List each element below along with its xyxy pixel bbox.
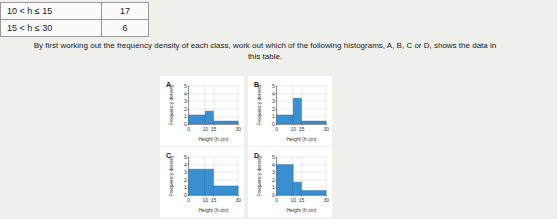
svg-text:30: 30 bbox=[323, 197, 329, 203]
svg-text:10: 10 bbox=[202, 126, 208, 132]
svg-text:5: 5 bbox=[272, 83, 275, 89]
svg-text:30: 30 bbox=[323, 126, 329, 132]
svg-text:0: 0 bbox=[183, 192, 187, 199]
svg-text:0: 0 bbox=[275, 126, 278, 132]
svg-text:10: 10 bbox=[290, 197, 296, 203]
svg-text:0: 0 bbox=[271, 121, 275, 128]
svg-text:15: 15 bbox=[299, 197, 305, 203]
svg-text:4: 4 bbox=[272, 91, 275, 97]
svg-text:1: 1 bbox=[272, 184, 275, 190]
svg-text:4: 4 bbox=[184, 91, 187, 97]
svg-text:1: 1 bbox=[272, 113, 275, 119]
html-text:6: 6 bbox=[122, 23, 128, 33]
svg-text:Height (h cm): Height (h cm) bbox=[286, 136, 316, 142]
svg-text:1: 1 bbox=[184, 184, 187, 190]
svg-text:0: 0 bbox=[187, 126, 190, 132]
svg-text:Height (h cm): Height (h cm) bbox=[198, 207, 228, 213]
svg-text:Frequency density: Frequency density bbox=[168, 155, 174, 196]
svg-text:4: 4 bbox=[184, 162, 187, 168]
html-text:By first working out the frequ: By first working out the frequency densi… bbox=[33, 41, 497, 61]
svg-text:0: 0 bbox=[271, 192, 275, 199]
svg-text:0: 0 bbox=[183, 121, 187, 128]
svg-text:3: 3 bbox=[272, 169, 275, 175]
svg-text:5: 5 bbox=[184, 154, 187, 160]
svg-text:15: 15 bbox=[211, 126, 217, 132]
svg-text:5: 5 bbox=[184, 83, 187, 89]
svg-text:2: 2 bbox=[272, 106, 275, 112]
svg-text:C: C bbox=[166, 152, 171, 159]
html-text:15 < h ≤ 30: 15 < h ≤ 30 bbox=[7, 23, 53, 33]
svg-text:0: 0 bbox=[187, 197, 190, 203]
svg-text:15: 15 bbox=[299, 126, 305, 132]
html-text:10 < h ≤ 15: 10 < h ≤ 15 bbox=[7, 6, 53, 16]
svg-text:15: 15 bbox=[211, 197, 217, 203]
svg-text:3: 3 bbox=[184, 169, 187, 175]
svg-text:0: 0 bbox=[275, 197, 278, 203]
svg-text:Height (h cm): Height (h cm) bbox=[286, 207, 316, 213]
svg-text:10: 10 bbox=[202, 197, 208, 203]
svg-text:Frequency density: Frequency density bbox=[256, 84, 262, 125]
svg-text:2: 2 bbox=[184, 106, 187, 112]
svg-text:30: 30 bbox=[235, 126, 241, 132]
svg-text:A: A bbox=[166, 81, 171, 88]
svg-text:10: 10 bbox=[290, 126, 296, 132]
svg-text:1: 1 bbox=[184, 113, 187, 119]
svg-text:2: 2 bbox=[184, 177, 187, 183]
svg-text:3: 3 bbox=[184, 98, 187, 104]
svg-text:B: B bbox=[254, 81, 259, 88]
svg-text:2: 2 bbox=[272, 177, 275, 183]
html-text:17: 17 bbox=[120, 6, 130, 16]
svg-text:4: 4 bbox=[272, 162, 275, 168]
svg-text:3: 3 bbox=[272, 98, 275, 104]
svg-text:30: 30 bbox=[235, 197, 241, 203]
svg-text:Frequency density: Frequency density bbox=[168, 84, 174, 125]
svg-text:Frequency density: Frequency density bbox=[256, 155, 262, 196]
svg-text:D: D bbox=[254, 152, 259, 159]
svg-text:Height (h cm): Height (h cm) bbox=[198, 136, 228, 142]
svg-text:5: 5 bbox=[272, 154, 275, 160]
